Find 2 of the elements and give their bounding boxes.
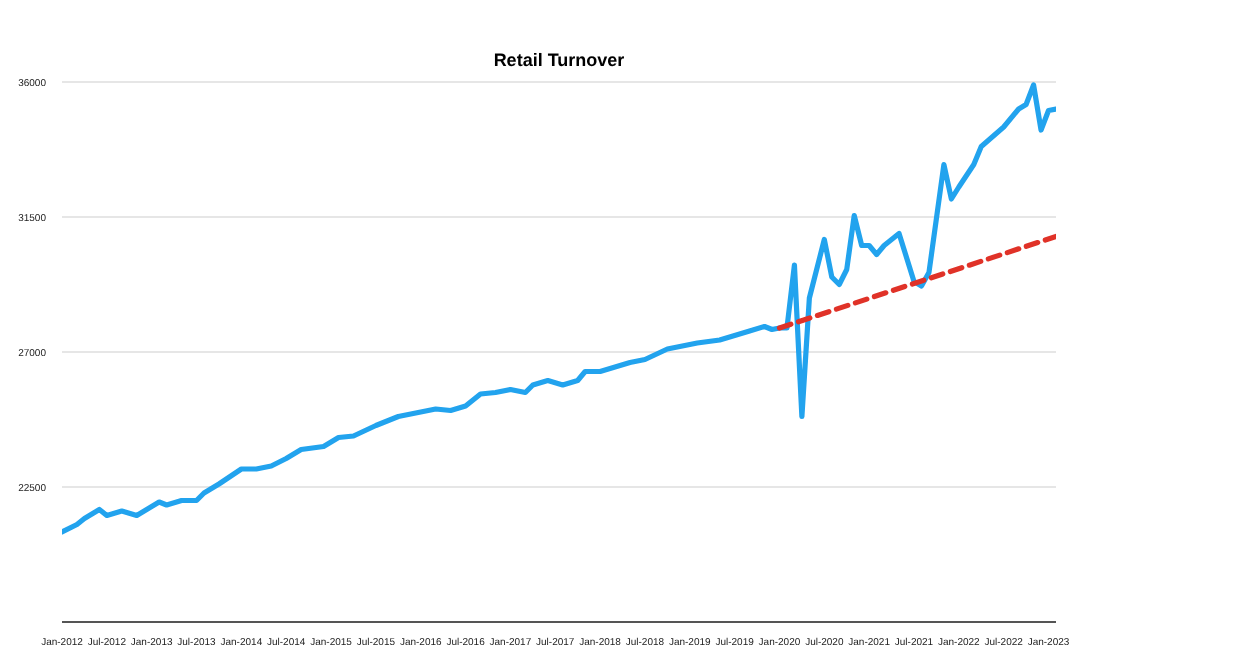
- chart-title: Retail Turnover: [491, 50, 627, 70]
- line-series: [62, 82, 1056, 535]
